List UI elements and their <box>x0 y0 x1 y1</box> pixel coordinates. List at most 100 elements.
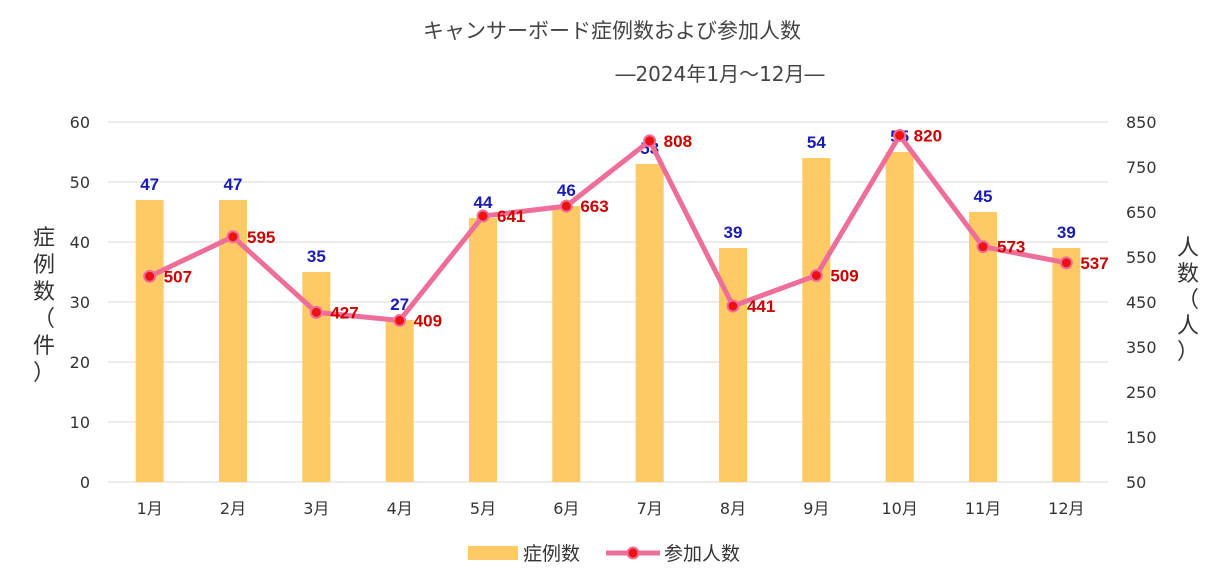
bar <box>969 212 997 482</box>
line-path <box>148 133 1067 323</box>
y-right-tick-label: 450 <box>1126 293 1157 312</box>
line-point <box>559 199 573 213</box>
y-right-tick-label: 50 <box>1126 473 1146 492</box>
legend-line-marker <box>626 546 640 560</box>
y-left-tick-label: 40 <box>70 233 90 252</box>
y-left-tick-label: 30 <box>70 293 90 312</box>
y-right-tick-label: 150 <box>1126 428 1157 447</box>
line-point <box>1059 256 1073 270</box>
bar-data-label: 46 <box>557 181 576 200</box>
x-tick-label: 6月 <box>553 499 579 518</box>
bar-data-label: 44 <box>474 193 493 212</box>
line-point <box>309 305 323 319</box>
y-right-tick-label: 250 <box>1126 383 1157 402</box>
line-data-label: 595 <box>247 228 275 247</box>
line-data-label: 641 <box>497 207 525 226</box>
x-tick-label: 5月 <box>470 499 496 518</box>
line-point <box>976 240 990 254</box>
bar-series <box>135 152 1081 482</box>
line-point <box>809 268 823 282</box>
legend: 症例数 参加人数 <box>468 543 740 565</box>
bar <box>385 320 414 482</box>
y-left-axis-title: 症例数（件） <box>33 226 55 386</box>
y-right-title-char: 人 <box>1177 236 1199 261</box>
x-tick-label: 7月 <box>637 499 663 518</box>
x-tick-label: 12月 <box>1048 499 1084 518</box>
line-point <box>476 209 490 223</box>
x-tick-label: 9月 <box>803 499 829 518</box>
y-left-title-char: 件 <box>33 334 55 359</box>
bar-data-label: 27 <box>390 295 409 314</box>
line-data-label: 507 <box>164 267 192 286</box>
y-right-tick-label: 850 <box>1126 113 1157 132</box>
y-right-tick-label: 350 <box>1126 338 1157 357</box>
bar-data-label: 35 <box>307 247 326 266</box>
line-point <box>226 230 240 244</box>
line-point <box>643 134 657 148</box>
bar <box>635 164 664 482</box>
bar-data-label: 47 <box>224 175 243 194</box>
y-right-title-char: ） <box>1177 340 1199 365</box>
line-point <box>893 129 907 142</box>
y-right-axis-title: 人数（人） <box>1177 236 1199 365</box>
bar-data-label: 45 <box>974 187 993 206</box>
line-data-label: 509 <box>830 266 858 285</box>
bar <box>135 200 164 482</box>
bar <box>802 158 831 482</box>
y-left-tick-label: 50 <box>70 173 90 192</box>
line-series <box>143 129 1073 327</box>
y-left-tick-label: 60 <box>70 113 90 132</box>
line-data-label: 427 <box>330 303 358 322</box>
x-tick-label: 10月 <box>881 499 917 518</box>
y-right-title-char: （ <box>1177 288 1199 313</box>
x-ticks: 1月 2月 3月 4月 5月 6月 7月 8月 9月 10月 11月 12月 <box>137 499 1085 518</box>
line-data-label: 409 <box>414 311 442 330</box>
legend-line-label: 参加人数 <box>664 543 740 565</box>
y-left-title-char: ） <box>33 361 55 386</box>
line-data-label: 573 <box>997 238 1025 257</box>
bar-data-label: 39 <box>1057 223 1076 242</box>
line-point <box>393 313 407 327</box>
bar <box>469 218 497 482</box>
bar-data-label: 47 <box>140 175 159 194</box>
x-tick-label: 1月 <box>137 499 163 518</box>
line-data-label: 808 <box>664 132 692 151</box>
line-point <box>726 299 740 313</box>
line-data-label: 663 <box>580 197 608 216</box>
y-right-ticks: 50 150 250 350 450 550 650 750 850 <box>1126 113 1157 492</box>
chart-title: キャンサーボード症例数および参加人数 <box>423 19 801 43</box>
y-right-title-char: 人 <box>1177 314 1199 339</box>
x-tick-label: 2月 <box>220 499 246 518</box>
y-left-title-char: 数 <box>33 280 55 305</box>
legend-bar-swatch <box>468 546 518 560</box>
line-data-label: 820 <box>914 127 942 146</box>
x-tick-label: 3月 <box>303 499 329 518</box>
x-tick-label: 4月 <box>387 499 413 518</box>
y-left-ticks: 0 10 20 30 40 50 60 <box>70 113 90 492</box>
line-point <box>143 269 157 283</box>
y-left-title-char: 例 <box>33 253 55 278</box>
y-right-tick-label: 650 <box>1126 203 1157 222</box>
y-left-tick-label: 20 <box>70 353 90 372</box>
y-left-title-char: （ <box>33 307 55 332</box>
bar-data-label: 39 <box>724 223 743 242</box>
y-left-tick-label: 0 <box>80 473 90 492</box>
x-tick-label: 11月 <box>965 499 1001 518</box>
line-data-label: 441 <box>747 297 775 316</box>
line-labels: 507 595 427 409 641 663 808 441 509 820 573 537 <box>164 127 1109 331</box>
bar-labels: 474735274446533954554539 <box>140 127 1076 314</box>
bar-data-label: 54 <box>807 133 826 152</box>
x-tick-label: 8月 <box>720 499 746 518</box>
y-left-title-char: 症 <box>33 226 55 251</box>
line-data-label: 537 <box>1080 254 1108 273</box>
bar <box>885 152 914 482</box>
gridlines <box>108 121 1108 483</box>
y-right-tick-label: 750 <box>1126 158 1157 177</box>
chart-subtitle: ―2024年1月～12月― <box>615 62 824 86</box>
bar <box>552 206 581 482</box>
y-right-tick-label: 550 <box>1126 248 1157 267</box>
bar <box>1052 248 1081 482</box>
legend-bar-label: 症例数 <box>523 543 580 565</box>
y-right-title-char: 数 <box>1177 262 1199 287</box>
